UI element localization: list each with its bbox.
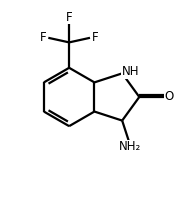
- Text: NH₂: NH₂: [119, 140, 141, 153]
- Text: O: O: [164, 90, 174, 103]
- Text: F: F: [92, 31, 99, 44]
- Text: F: F: [40, 31, 46, 44]
- Text: F: F: [66, 11, 72, 24]
- Text: NH: NH: [122, 65, 139, 78]
